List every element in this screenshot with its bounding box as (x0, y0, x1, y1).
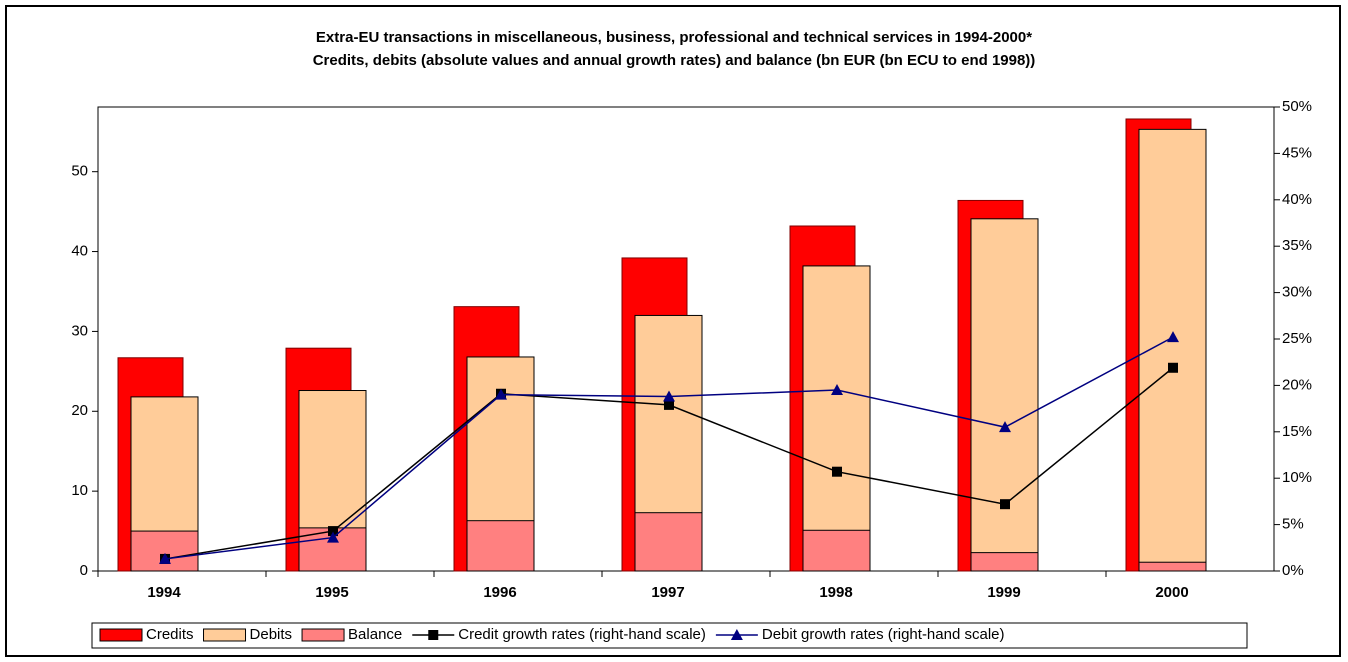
y2-tick-label: 30% (1282, 284, 1312, 301)
y-tick-label: 30 (71, 322, 88, 339)
legend-swatch (99, 628, 143, 642)
bar (970, 218, 1039, 572)
x-tick-label: 2000 (1155, 584, 1188, 601)
y2-tick-label: 50% (1282, 98, 1312, 115)
line-marker (495, 388, 507, 400)
legend-label: Debit growth rates (right-hand scale) (762, 626, 1005, 643)
line-marker (1000, 499, 1010, 510)
bar (1138, 561, 1207, 572)
bar (634, 512, 703, 572)
legend-label: Credits (146, 626, 194, 643)
bar (466, 520, 535, 572)
line-marker (1168, 362, 1178, 373)
x-tick-label: 1996 (483, 584, 516, 601)
bar (130, 530, 199, 572)
legend-box (91, 622, 1248, 649)
legend-label: Balance (348, 626, 402, 643)
x-tick-label: 1999 (987, 584, 1020, 601)
x-tick-label: 1998 (819, 584, 852, 601)
y-tick-label: 0 (80, 562, 88, 579)
y2-tick-label: 5% (1282, 516, 1304, 533)
line-marker (1167, 331, 1179, 343)
legend-label: Credit growth rates (right-hand scale) (458, 626, 706, 643)
y-tick-label: 40 (71, 243, 88, 260)
line-marker (832, 466, 842, 477)
line-marker (664, 399, 674, 410)
legend-swatch (301, 628, 345, 642)
y-tick-label: 50 (71, 163, 88, 180)
chart-subtitle: Credits, debits (absolute values and ann… (313, 52, 1036, 69)
y2-tick-label: 0% (1282, 562, 1304, 579)
y2-tick-label: 20% (1282, 376, 1312, 393)
line-marker (663, 390, 675, 402)
legend-label: Debits (250, 626, 293, 643)
line-marker (328, 526, 338, 537)
line-marker (999, 421, 1011, 433)
line-marker (159, 552, 171, 564)
y2-tick-label: 35% (1282, 237, 1312, 254)
bar (970, 552, 1039, 572)
line-marker (730, 629, 743, 640)
y2-tick-label: 45% (1282, 144, 1312, 161)
y2-tick-label: 25% (1282, 330, 1312, 347)
y2-tick-label: 10% (1282, 469, 1312, 486)
x-tick-label: 1997 (651, 584, 684, 601)
chart-title: Extra-EU transactions in miscellaneous, … (316, 29, 1032, 46)
bar (802, 529, 871, 572)
bar (802, 265, 871, 572)
y2-tick-label: 40% (1282, 191, 1312, 208)
x-tick-label: 1995 (315, 584, 348, 601)
x-tick-label: 1994 (147, 584, 181, 601)
line-marker (428, 630, 439, 640)
y-tick-label: 10 (71, 482, 88, 499)
y-tick-label: 20 (71, 402, 88, 419)
y2-tick-label: 15% (1282, 423, 1312, 440)
line-marker (327, 531, 339, 543)
legend-swatch (203, 628, 247, 642)
line-marker (831, 384, 843, 396)
